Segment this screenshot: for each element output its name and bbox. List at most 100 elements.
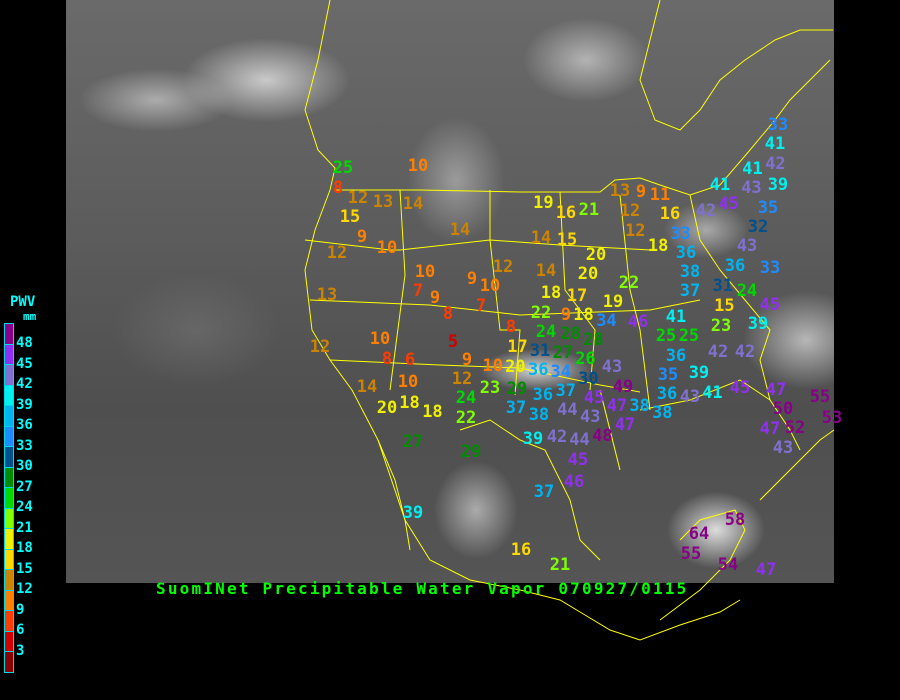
station-value: 32 (747, 216, 769, 237)
station-value: 12 (347, 187, 369, 208)
station-value: 45 (718, 194, 739, 215)
station-value: 20 (376, 397, 398, 418)
legend-label: 27 (16, 478, 33, 495)
station-value: 14 (402, 193, 424, 214)
station-value: 34 (550, 362, 571, 383)
station-value: 43 (736, 235, 758, 256)
station-value: 39 (747, 314, 769, 335)
station-value: 43 (741, 178, 762, 199)
station-value: 15 (714, 296, 735, 317)
station-value: 38 (679, 261, 701, 282)
station-value: 12 (326, 242, 348, 263)
station-value: 13 (372, 191, 394, 212)
legend-label: 21 (16, 519, 33, 536)
color-legend (4, 323, 14, 673)
station-value: 36 (528, 360, 549, 381)
station-value: 43 (772, 438, 794, 459)
legend-title: PWV (10, 294, 36, 310)
station-value: 55 (680, 543, 702, 564)
station-value: 26 (575, 349, 596, 370)
station-value: 22 (530, 302, 552, 323)
station-value: 7 (475, 295, 487, 316)
station-value: 12 (309, 336, 331, 357)
legend-label: 24 (16, 499, 33, 515)
station-value: 8 (332, 177, 344, 198)
station-value: 9 (466, 268, 478, 289)
station-value: 42 (546, 426, 568, 447)
station-value: 6 (404, 349, 416, 370)
station-value: 24 (736, 281, 758, 302)
legend-swatch (4, 652, 14, 673)
station-value: 33 (767, 114, 789, 135)
station-value: 47 (606, 395, 628, 416)
station-value: 45 (759, 294, 781, 315)
station-value: 36 (724, 256, 746, 277)
legend-label: 3 (16, 642, 25, 659)
station-value: 20 (505, 357, 526, 378)
legend-swatch (4, 344, 14, 365)
station-value: 36 (665, 345, 687, 366)
station-value: 24 (455, 388, 477, 409)
station-value: 5 (447, 331, 459, 352)
station-value: 14 (356, 376, 378, 397)
station-value: 53 (821, 407, 843, 428)
legend-label: 48 (16, 335, 33, 351)
station-value: 43 (679, 386, 701, 407)
legend-swatch (4, 467, 14, 488)
legend-label: 15 (16, 560, 33, 577)
legend-swatch (4, 323, 14, 345)
station-value: 23 (479, 377, 501, 398)
station-value: 47 (755, 559, 777, 580)
station-value: 33 (670, 223, 691, 244)
station-value: 45 (729, 377, 751, 398)
station-value: 8 (381, 348, 393, 369)
legend-label: 45 (16, 355, 33, 372)
legend-swatch (4, 385, 14, 406)
station-value: 37 (555, 381, 576, 402)
station-value: 25 (678, 326, 700, 347)
station-value: 18 (573, 304, 594, 325)
station-value: 15 (556, 229, 578, 250)
station-value: 8 (505, 317, 517, 338)
station-value: 42 (695, 200, 717, 221)
station-value: 7 (412, 281, 424, 302)
map-title: SuomINet Precipitable Water Vapor 070927… (156, 579, 689, 598)
station-value: 21 (578, 199, 600, 220)
station-value: 17 (566, 285, 588, 306)
station-value: 16 (510, 539, 532, 560)
station-value: 31 (712, 275, 734, 296)
station-value: 14 (535, 260, 557, 281)
legend-swatch (4, 426, 14, 447)
legend-label: 33 (16, 437, 33, 454)
station-value: 16 (659, 204, 681, 225)
station-value: 10 (414, 261, 436, 282)
station-value: 39 (767, 174, 789, 195)
station-value: 43 (580, 406, 601, 427)
station-value: 50 (772, 399, 794, 419)
station-value: 41 (665, 307, 687, 327)
station-value: 58 (724, 509, 746, 530)
station-value: 25 (655, 326, 677, 346)
station-value: 42 (734, 341, 756, 362)
station-value: 41 (764, 134, 786, 155)
station-value: 12 (451, 369, 473, 390)
station-value: 13 (316, 284, 338, 305)
station-value: 24 (535, 321, 557, 342)
station-value: 64 (688, 523, 710, 544)
station-value: 15 (339, 207, 361, 228)
station-value: 9 (560, 304, 572, 325)
station-value: 49 (612, 376, 634, 397)
station-value: 47 (614, 415, 636, 436)
station-value: 42 (707, 341, 729, 362)
station-value: 38 (629, 395, 650, 416)
station-value: 28 (560, 323, 581, 344)
legend-swatch (4, 549, 14, 570)
station-value: 9 (356, 226, 368, 247)
station-value: 34 (596, 311, 617, 332)
station-value: 41 (702, 382, 723, 403)
station-value: 41 (742, 159, 763, 180)
station-value: 48 (592, 425, 613, 446)
legend-label: 6 (16, 622, 25, 638)
station-value: 44 (569, 430, 590, 451)
station-value: 45 (567, 449, 589, 470)
